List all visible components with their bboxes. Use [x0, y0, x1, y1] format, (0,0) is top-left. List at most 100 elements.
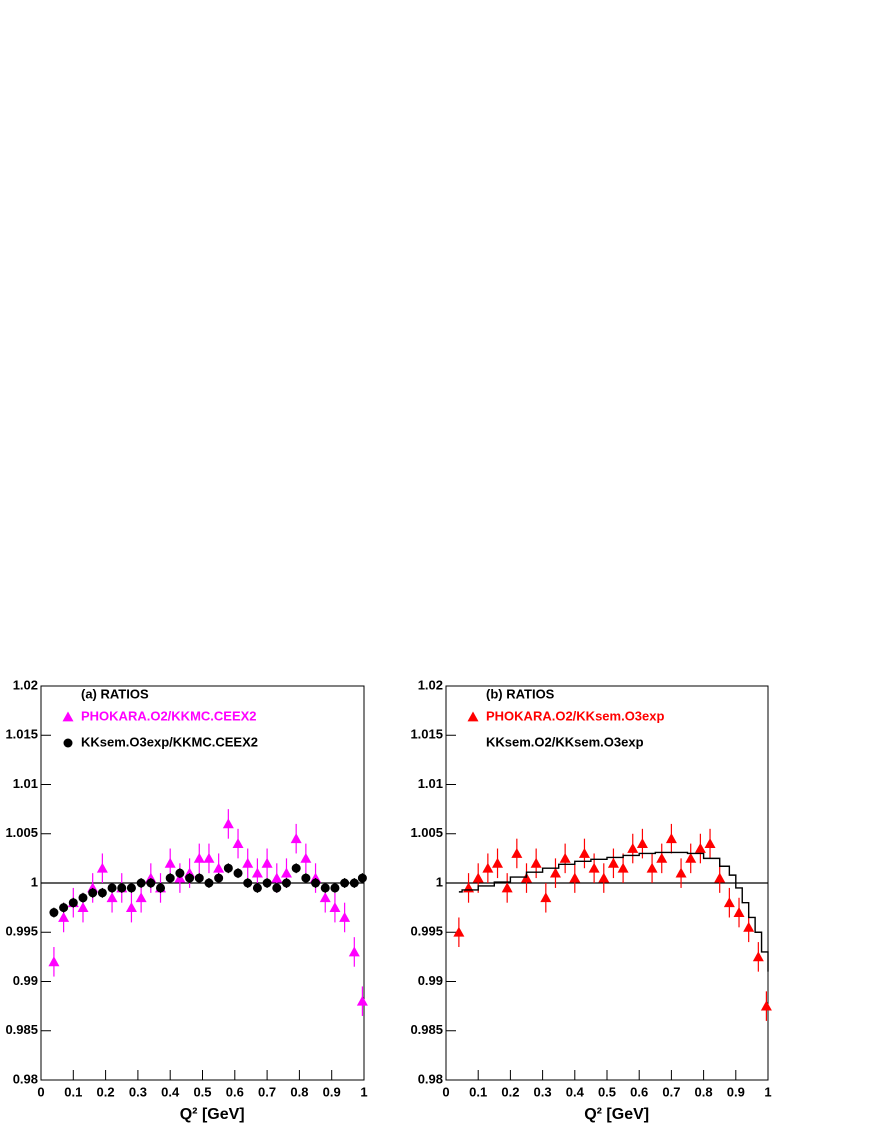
x-tick-label: 0.1: [469, 1084, 487, 1099]
data-point: [68, 898, 78, 908]
data-point: [319, 892, 331, 903]
data-point: [165, 873, 175, 883]
data-point: [540, 892, 552, 903]
data-point: [97, 888, 107, 898]
legend-marker: [467, 711, 479, 722]
data-point: [472, 872, 484, 883]
data-point: [617, 862, 629, 873]
data-point: [156, 883, 166, 893]
x-axis-label: Q² [GeV]: [180, 1106, 245, 1123]
y-tick-label: 1.02: [13, 677, 38, 692]
data-point: [88, 888, 98, 898]
data-point: [330, 883, 340, 893]
data-point: [349, 878, 359, 888]
data-point: [348, 946, 360, 957]
data-point: [501, 882, 513, 893]
data-point: [251, 867, 263, 878]
data-point: [232, 838, 244, 848]
data-point: [530, 857, 542, 868]
data-point: [213, 862, 225, 873]
y-tick-label: 1.01: [418, 776, 443, 791]
x-tick-label: 0.9: [727, 1084, 745, 1099]
data-point: [463, 882, 475, 893]
x-tick-label: 0.5: [598, 1084, 616, 1099]
data-point: [281, 878, 291, 888]
data-point: [356, 995, 368, 1006]
data-point: [58, 911, 70, 922]
y-tick-label: 1.005: [410, 825, 443, 840]
data-point: [339, 911, 351, 922]
y-tick-label: 0.995: [5, 924, 38, 939]
data-point: [252, 883, 262, 893]
data-point: [223, 863, 233, 873]
data-point: [482, 862, 494, 873]
data-point: [117, 883, 127, 893]
data-point: [204, 878, 214, 888]
panel-title: (b) RATIOS: [486, 686, 555, 701]
x-tick-label: 0.6: [226, 1084, 244, 1099]
y-tick-label: 1.005: [5, 825, 38, 840]
data-point: [272, 883, 282, 893]
data-point: [136, 878, 146, 888]
x-axis-label: Q² [GeV]: [584, 1106, 649, 1123]
data-point: [578, 847, 590, 858]
x-tick-label: 0: [442, 1084, 449, 1099]
x-tick-label: 0.8: [290, 1084, 308, 1099]
data-point: [290, 833, 302, 844]
data-point: [704, 838, 716, 848]
data-point: [598, 872, 610, 883]
x-tick-label: 0.3: [129, 1084, 147, 1099]
y-tick-label: 1.01: [13, 776, 38, 791]
data-point: [646, 862, 658, 873]
data-point: [271, 872, 283, 883]
data-point: [280, 867, 292, 878]
data-point: [656, 852, 668, 863]
panel-title: (a) RATIOS: [81, 686, 149, 701]
data-point: [301, 873, 311, 883]
data-point: [126, 883, 136, 893]
data-point: [125, 902, 137, 913]
data-point: [193, 852, 205, 863]
x-tick-label: 0.2: [97, 1084, 115, 1099]
legend-label: PHOKARA.O2/KKsem.O3exp: [486, 708, 664, 723]
data-point: [291, 863, 301, 873]
y-tick-label: 0.99: [418, 973, 443, 988]
data-point: [588, 862, 600, 873]
data-point: [146, 878, 156, 888]
data-point: [569, 872, 581, 883]
y-tick-label: 0.995: [410, 924, 443, 939]
data-point: [760, 1000, 772, 1011]
y-tick-label: 0.985: [410, 1022, 443, 1037]
y-tick-label: 0.98: [13, 1071, 38, 1086]
data-point: [694, 843, 706, 853]
data-point: [300, 852, 312, 863]
y-tick-label: 0.98: [418, 1071, 443, 1086]
data-point: [77, 902, 89, 913]
data-point: [106, 892, 118, 903]
data-point: [48, 956, 60, 967]
data-point: [340, 878, 350, 888]
x-tick-label: 0.2: [501, 1084, 519, 1099]
x-tick-label: 0.9: [323, 1084, 341, 1099]
data-point: [453, 926, 465, 937]
x-tick-label: 0: [37, 1084, 44, 1099]
data-point: [492, 857, 504, 868]
data-point: [243, 878, 253, 888]
x-tick-label: 0.1: [64, 1084, 82, 1099]
data-point: [733, 907, 745, 917]
data-point: [49, 908, 59, 918]
data-point: [607, 857, 619, 868]
data-point: [262, 878, 272, 888]
data-point: [559, 852, 571, 863]
data-point: [723, 897, 735, 908]
data-point: [311, 878, 321, 888]
data-point: [511, 847, 523, 858]
data-point: [185, 873, 195, 883]
x-tick-label: 0.7: [662, 1084, 680, 1099]
legend-marker: [63, 738, 73, 748]
data-point: [685, 852, 697, 863]
x-tick-label: 0.5: [193, 1084, 211, 1099]
data-point: [636, 838, 648, 848]
